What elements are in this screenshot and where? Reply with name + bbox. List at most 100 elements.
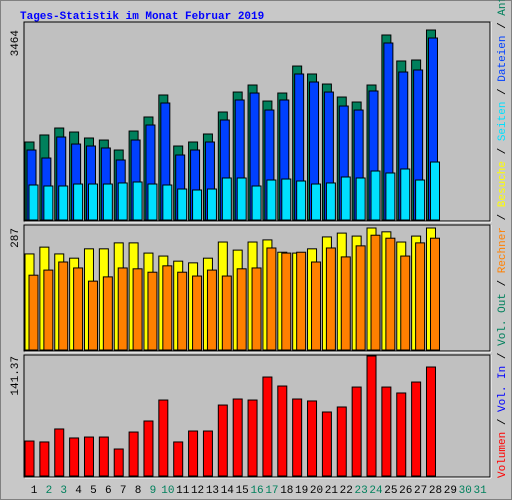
bar [132,268,143,351]
bar [396,392,407,477]
bar [381,386,392,477]
legend-separator: / [497,419,509,426]
bar [87,280,98,351]
x-tick-label: 5 [90,485,97,497]
bar [355,245,366,351]
x-tick-label: 21 [325,485,339,497]
x-tick-label: 26 [399,485,412,497]
bar [39,441,50,477]
bar [162,265,173,351]
x-tick-label: 19 [295,485,308,497]
legend-entry: Besuche [497,161,509,207]
bar [192,275,203,351]
x-tick-label: 22 [340,485,353,497]
bar [355,177,366,221]
x-tick-label: 2 [46,485,53,497]
bar [366,355,377,477]
legend-entry: Volumen [497,432,509,478]
bar [102,276,113,351]
legend-entry: Vol. In [497,366,509,412]
bar [232,398,243,477]
bar [236,268,247,351]
bar [325,182,336,221]
bar [162,184,173,221]
bar [206,269,217,351]
bar [311,183,322,221]
bar [429,237,440,351]
bar [87,183,98,221]
bar [262,376,273,477]
chart-title: Tages-Statistik im Monat Februar 2019 [20,11,264,23]
legend-entry: Vol. Out [497,293,509,346]
bar [415,179,426,221]
bar [221,177,232,221]
x-tick-label: 12 [191,485,204,497]
bar [117,267,128,351]
x-tick-label: 18 [280,485,293,497]
x-tick-label: 28 [429,485,442,497]
bar [340,256,351,351]
bar [24,440,35,477]
bar [236,177,247,221]
bar [217,404,228,477]
bar [277,385,288,477]
bar [251,267,262,351]
bar [251,185,262,221]
bar [173,441,184,477]
bar [296,251,307,351]
legend-separator: / [497,353,509,360]
bar [400,255,411,351]
bar [98,436,109,477]
x-tick-label: 15 [236,485,249,497]
x-tick-label: 10 [161,485,174,497]
bar [429,161,440,221]
bar [370,170,381,221]
legend: Volumen / Vol. In / Vol. Out / Rechner /… [497,0,509,478]
x-tick-label: 27 [414,485,427,497]
x-tick-label: 14 [221,485,235,497]
bar [69,437,80,477]
bar [247,399,258,477]
bar [307,400,318,477]
x-tick-label: 1 [31,485,38,497]
x-tick-label: 29 [444,485,457,497]
bar [411,381,422,477]
bar [54,428,65,477]
x-tick-label: 3 [60,485,67,497]
bar [132,181,143,221]
legend-entry: Dateien [497,36,509,82]
bar [147,271,158,351]
legend-separator: / [497,214,509,221]
bar [415,242,426,351]
bar [266,247,277,351]
bar [296,180,307,221]
x-tick-label: 17 [265,485,278,497]
x-tick-label: 25 [384,485,397,497]
y-tick-label: 141.37 [10,356,22,396]
x-tick-label: 20 [310,485,323,497]
legend-entry: Seiten [497,102,509,142]
y-tick-label: 3464 [10,30,22,57]
bar [28,184,39,221]
x-tick-label: 30 [459,485,472,497]
bar [73,183,84,221]
bar [325,247,336,351]
legend-separator: / [497,148,509,155]
bar [336,406,347,477]
bar [73,267,84,351]
x-tick-label: 7 [120,485,127,497]
bar [281,178,292,221]
x-tick-label: 31 [473,485,487,497]
bar [43,185,54,221]
bar [321,411,332,477]
bar [292,398,303,477]
bar [113,448,124,477]
x-tick-label: 6 [105,485,112,497]
bar [58,185,69,221]
bar [83,436,94,477]
bar [28,274,39,351]
x-tick-label: 23 [355,485,368,497]
bar [281,252,292,351]
